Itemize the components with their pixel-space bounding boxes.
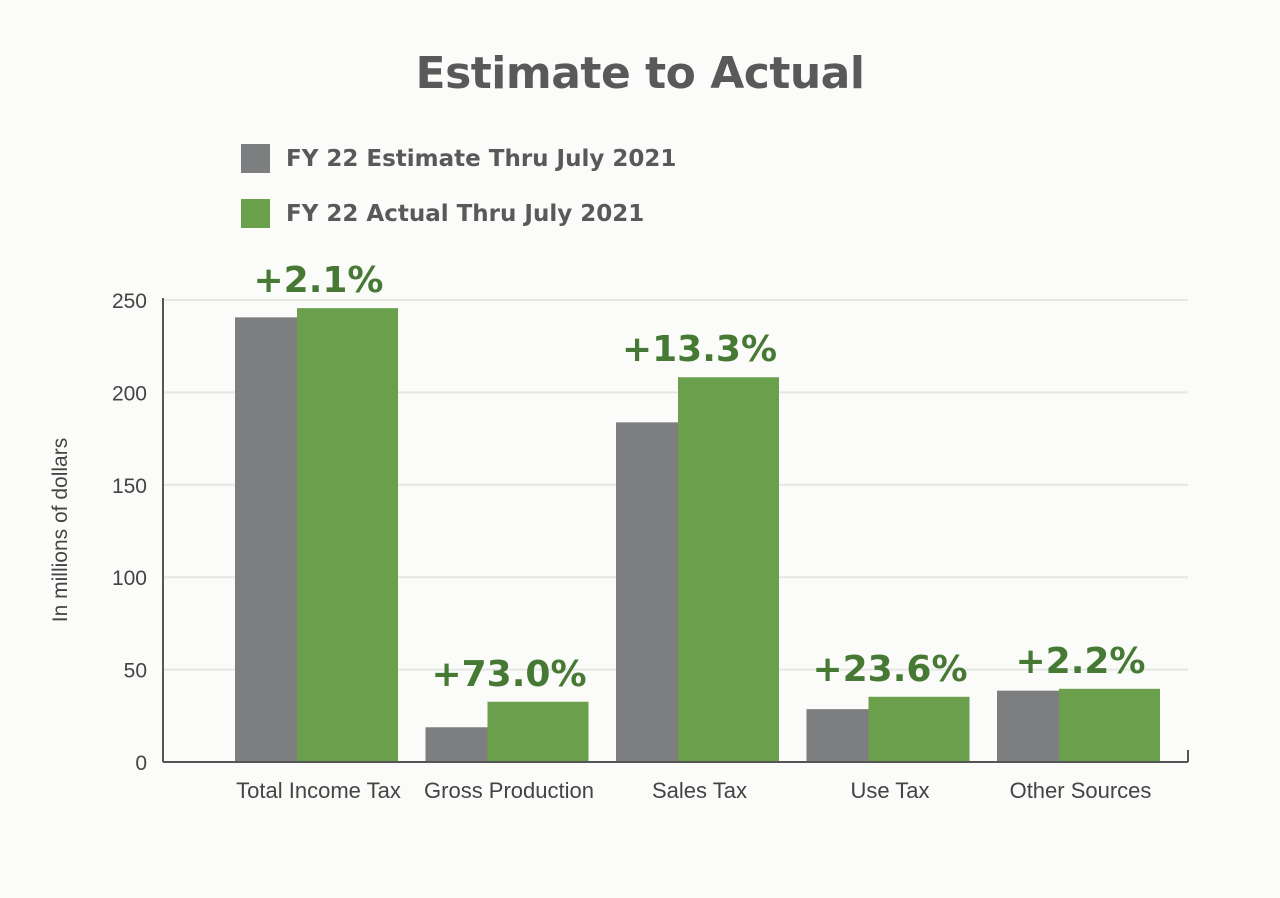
- percent-change-label: +2.2%: [1015, 641, 1145, 682]
- x-tick-label: Gross Production: [424, 778, 594, 803]
- x-tick-label: Total Income Tax: [236, 778, 401, 803]
- y-tick-label: 150: [112, 475, 147, 498]
- percent-change-label: +2.1%: [253, 260, 383, 301]
- y-tick-label: 50: [124, 660, 147, 683]
- y-tick-label: 0: [135, 752, 147, 775]
- y-tick-label: 200: [112, 382, 147, 405]
- bar-estimate: [806, 709, 869, 762]
- x-tick-label: Sales Tax: [652, 778, 747, 803]
- legend-swatch-estimate: [241, 144, 270, 173]
- bar-estimate: [235, 317, 297, 762]
- y-axis-label: In millions of dollars: [49, 438, 72, 622]
- bar-estimate: [616, 422, 678, 762]
- bar-actual: [1059, 688, 1160, 762]
- y-tick-label: 250: [112, 290, 147, 313]
- percent-change-label: +23.6%: [812, 649, 967, 690]
- bar-actual: [297, 308, 398, 762]
- percent-change-label: +13.3%: [622, 329, 777, 370]
- x-tick-label: Use Tax: [850, 778, 929, 803]
- chart-title: Estimate to Actual: [415, 48, 865, 99]
- bar-actual: [678, 377, 779, 762]
- bar-estimate: [997, 690, 1059, 762]
- legend-label-actual: FY 22 Actual Thru July 2021: [286, 200, 645, 227]
- legend-item-actual: FY 22 Actual Thru July 2021: [241, 199, 644, 228]
- percent-change-label: +73.0%: [431, 654, 586, 695]
- bar-actual: [868, 696, 970, 762]
- y-tick-label: 100: [112, 567, 147, 590]
- legend-swatch-actual: [241, 199, 270, 228]
- bar-estimate: [425, 727, 488, 762]
- legend-item-estimate: FY 22 Estimate Thru July 2021: [241, 144, 676, 173]
- bar-actual: [487, 701, 589, 762]
- legend-label-estimate: FY 22 Estimate Thru July 2021: [286, 145, 677, 172]
- x-tick-label: Other Sources: [1010, 778, 1152, 803]
